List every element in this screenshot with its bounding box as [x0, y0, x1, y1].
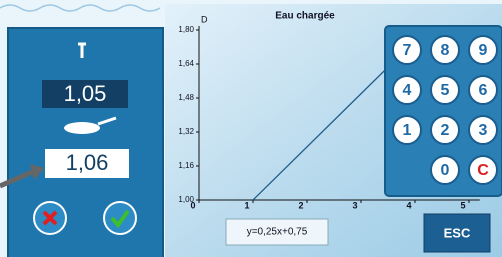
pan-icon: [64, 122, 100, 134]
key-label: 9: [479, 42, 488, 59]
formula: y=0,25x+0,75: [247, 227, 308, 238]
x-tick-label: 2: [298, 200, 303, 210]
chart-title: Eau chargée: [275, 11, 335, 22]
key-label: 6: [479, 82, 488, 99]
y-tick-label: 1,80: [178, 25, 194, 34]
key-label: 3: [479, 122, 488, 139]
x-tick-label: 3: [352, 200, 357, 210]
confirm-button[interactable]: [104, 202, 136, 234]
esc-label: ESC: [444, 225, 471, 240]
y-tick-label: 1,48: [178, 93, 194, 102]
key-label: 8: [441, 42, 450, 59]
key-label: 0: [441, 162, 450, 179]
x-tick-label: 0: [190, 200, 195, 210]
keypad-key[interactable]: C: [469, 156, 497, 184]
cancel-button[interactable]: [34, 202, 66, 234]
key-label: 1: [403, 122, 412, 139]
key-label: 2: [441, 122, 450, 139]
button-circle: [104, 202, 136, 234]
key-label: 4: [403, 82, 412, 99]
key-label: 5: [441, 82, 450, 99]
keypad-key[interactable]: 2: [431, 116, 459, 144]
keypad-key[interactable]: 4: [393, 76, 421, 104]
x-tick-label: 4: [406, 200, 411, 210]
y-tick-label: 1,32: [178, 127, 194, 136]
keypad-key[interactable]: 8: [431, 36, 459, 64]
x-tick-label: 5: [460, 200, 465, 210]
left-panel: [8, 28, 163, 257]
keypad-key[interactable]: 6: [469, 76, 497, 104]
keypad-key[interactable]: 9: [469, 36, 497, 64]
screen: 1,05 1,06 Eau chargée D y=0,25x+0,75 1,0…: [0, 0, 502, 257]
keypad-key[interactable]: 3: [469, 116, 497, 144]
keypad-key[interactable]: 7: [393, 36, 421, 64]
keypad-key[interactable]: 1: [393, 116, 421, 144]
keypad-key[interactable]: 5: [431, 76, 459, 104]
y-tick-label: 1,16: [178, 161, 194, 170]
key-label: 7: [403, 42, 412, 59]
x-tick-label: 1: [244, 200, 249, 210]
value-2: 1,06: [66, 150, 109, 175]
value-1: 1,05: [64, 81, 107, 106]
key-label: C: [477, 162, 489, 179]
y-axis-label: D: [201, 14, 208, 24]
y-tick-label: 1,64: [178, 59, 194, 68]
keypad-key[interactable]: 0: [431, 156, 459, 184]
